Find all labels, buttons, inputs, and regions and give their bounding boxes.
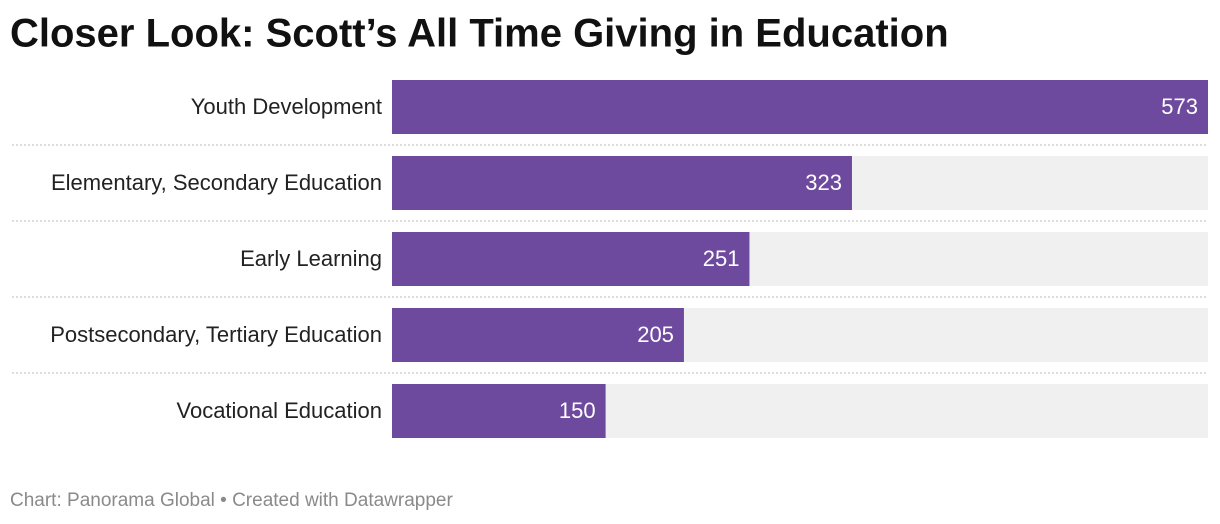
category-label: Elementary, Secondary Education (51, 170, 382, 195)
bar (392, 308, 684, 362)
value-label: 150 (559, 398, 596, 423)
value-label: 323 (805, 170, 842, 195)
category-label: Youth Development (191, 94, 382, 119)
bar (392, 80, 1208, 134)
bar (392, 156, 852, 210)
category-label: Vocational Education (177, 398, 383, 423)
category-label: Postsecondary, Tertiary Education (50, 322, 382, 347)
bar (392, 232, 750, 286)
chart-title: Closer Look: Scott’s All Time Giving in … (10, 12, 949, 56)
value-label: 205 (637, 322, 674, 347)
value-label: 251 (703, 246, 740, 271)
bar (392, 384, 606, 438)
category-label: Early Learning (240, 246, 382, 271)
source-note: Chart: Panorama Global • Created with Da… (10, 490, 453, 511)
value-label: 573 (1161, 94, 1198, 119)
